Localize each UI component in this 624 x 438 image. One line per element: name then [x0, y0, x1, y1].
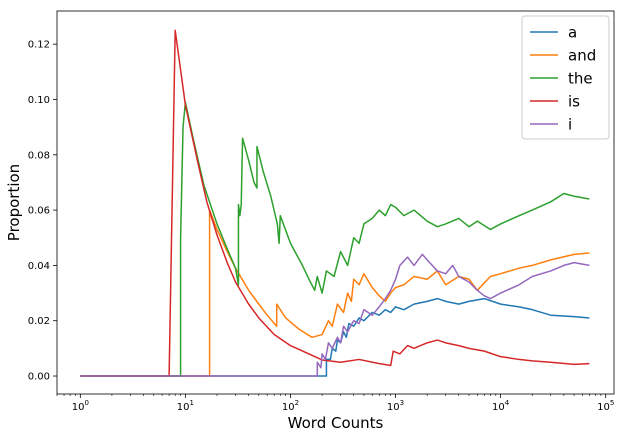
series-line-a	[80, 297, 590, 377]
x-tick-label: 105	[597, 399, 614, 413]
legend: a and the is i	[521, 15, 610, 140]
y-tick-label: 0.12	[28, 40, 50, 51]
y-tick-label: 0.00	[28, 372, 50, 383]
legend-label-is: is	[568, 93, 580, 111]
x-axis-label: Word Counts	[288, 414, 384, 432]
series-line-i	[80, 253, 590, 377]
x-tick-label: 100	[72, 399, 89, 413]
series-line-is	[80, 29, 590, 377]
legend-label-a: a	[568, 24, 577, 42]
x-tick-label: 101	[177, 399, 194, 413]
y-tick-label: 0.10	[28, 95, 50, 106]
plot-frame	[56, 10, 615, 395]
y-tick-label: 0.06	[28, 206, 50, 217]
y-axis-label: Proportion	[5, 164, 23, 241]
legend-label-i: i	[568, 116, 572, 134]
y-tick-label: 0.08	[28, 150, 50, 161]
legend-label-and: and	[568, 47, 596, 65]
legend-label-the: the	[568, 70, 593, 88]
plot-area	[80, 29, 590, 377]
x-tick-label: 103	[387, 399, 404, 413]
x-tick-label: 104	[492, 399, 510, 413]
y-tick-label: 0.02	[28, 316, 50, 327]
series-line-the	[80, 101, 590, 377]
y-tick-label: 0.04	[28, 261, 50, 272]
x-tick-label: 102	[282, 399, 299, 413]
legend-box	[521, 15, 610, 140]
axes: 100 101 102 103 104 105 0.00 0.02 0.04 0.06 0.08 0.…	[5, 10, 615, 432]
